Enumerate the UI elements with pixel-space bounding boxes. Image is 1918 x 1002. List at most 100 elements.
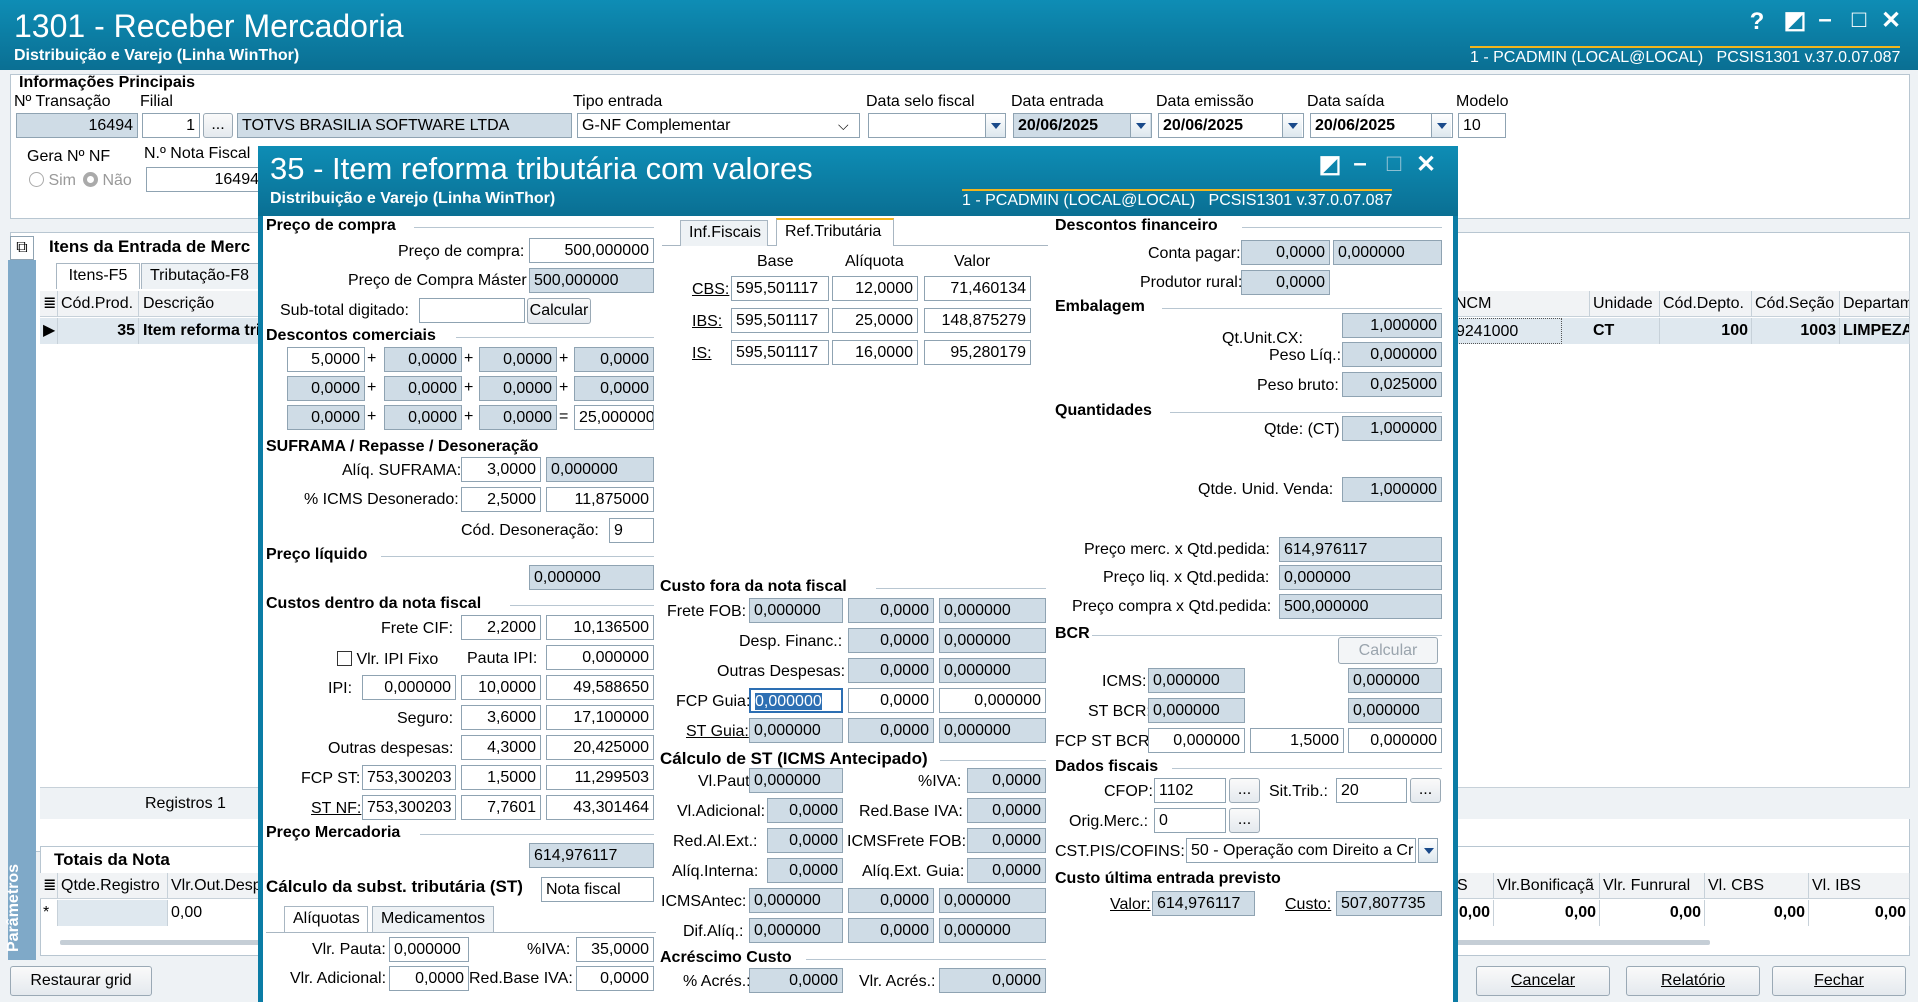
frete-cif-field[interactable]: 2,2000 <box>461 615 541 640</box>
col-secao[interactable]: Cód.Seção <box>1752 291 1840 317</box>
vlr-adicional-field[interactable]: 0,0000 <box>389 966 469 991</box>
fcp-st-value[interactable]: 11,299503 <box>546 765 654 790</box>
aliq-suframa-field[interactable]: 3,0000 <box>461 457 541 482</box>
ipi-field[interactable]: 0,000000 <box>362 675 456 700</box>
col-vlr-out-desp[interactable]: Vlr.Out.Desp <box>168 873 260 899</box>
calcular-bcr-button[interactable]: Calcular <box>1338 637 1438 664</box>
col-descricao[interactable]: Descrição <box>140 291 260 317</box>
col-depto[interactable]: Cód.Depto. <box>1660 291 1752 317</box>
help-icon[interactable]: ? <box>1749 8 1765 35</box>
tab-medicamentos[interactable]: Medicamentos <box>372 906 494 932</box>
desconto-field[interactable]: 0,0000 <box>479 347 557 372</box>
cbs-base-field[interactable]: 595,501117 <box>731 276 829 301</box>
ipi-percent-field[interactable]: 10,0000 <box>461 675 541 700</box>
desconto-field[interactable]: 0,0000 <box>384 405 462 430</box>
radio-sim[interactable]: Sim <box>29 172 76 190</box>
filial-field[interactable]: 1 <box>142 113 200 138</box>
seguro-field[interactable]: 3,6000 <box>461 705 541 730</box>
maximize-icon[interactable]: □ <box>1386 150 1402 177</box>
desconto-field[interactable]: 5,0000 <box>287 347 365 372</box>
fcp-st-field[interactable]: 753,300203 <box>362 765 456 790</box>
restore-small-icon[interactable]: ◩ <box>1783 7 1807 34</box>
table-row[interactable] <box>1450 318 1910 344</box>
fechar-button[interactable]: Fechar <box>1772 966 1906 996</box>
minimize-icon[interactable]: – <box>1818 6 1832 33</box>
radio-nao[interactable]: Não <box>83 172 132 190</box>
is-valor-field[interactable]: 95,280179 <box>924 340 1031 365</box>
close-icon[interactable]: ✕ <box>1880 7 1902 34</box>
vlr-pauta-field[interactable]: 0,000000 <box>389 937 469 962</box>
calc-st-select[interactable]: Nota fiscal <box>541 877 654 902</box>
col-s[interactable]: S <box>1454 873 1494 899</box>
is-aliquota-field[interactable]: 16,0000 <box>832 340 918 365</box>
relatorio-button[interactable]: Relatório <box>1626 966 1760 996</box>
fcp-guia-field[interactable]: 0,000000 <box>749 688 843 713</box>
restore-small-icon[interactable]: ◩ <box>1318 151 1342 178</box>
seguro-value[interactable]: 17,100000 <box>546 705 654 730</box>
subtotal-field[interactable] <box>419 298 525 323</box>
ibs-link[interactable]: IBS: <box>692 313 723 330</box>
table-row[interactable] <box>40 318 260 344</box>
maximize-icon[interactable]: □ <box>1851 6 1867 33</box>
icms-desonerado-field[interactable]: 2,5000 <box>461 487 541 512</box>
tab-tributacao[interactable]: Tributação-F8 <box>141 263 261 289</box>
desconto-field[interactable]: 25,000000 <box>574 405 654 430</box>
chevron-down-icon[interactable] <box>1130 114 1150 137</box>
ultima-valor-link[interactable]: Valor: <box>1110 896 1151 913</box>
col-funrural[interactable]: Vlr. Funrural <box>1600 873 1705 899</box>
desconto-field[interactable]: 0,0000 <box>479 405 557 430</box>
iva-field[interactable]: 35,0000 <box>576 937 654 962</box>
col-unidade[interactable]: Unidade <box>1590 291 1660 317</box>
calcular-subtotal-button[interactable]: Calcular <box>527 298 591 324</box>
cst-pis-cofins-select[interactable]: 50 - Operação com Direito a Cr <box>1186 838 1416 863</box>
ibs-valor-field[interactable]: 148,875279 <box>924 308 1031 333</box>
cbs-link[interactable]: CBS: <box>692 281 730 298</box>
tab-itens[interactable]: Itens-F5 <box>56 263 140 289</box>
expand-icon[interactable]: ⧉ <box>10 236 34 260</box>
desconto-field[interactable]: 0,0000 <box>384 347 462 372</box>
fcp-st-percent-field[interactable]: 1,5000 <box>461 765 541 790</box>
fcp-st-bcr-percent[interactable]: 1,5000 <box>1250 728 1344 753</box>
outras-despesas-value[interactable]: 20,425000 <box>546 735 654 760</box>
cbs-valor-field[interactable]: 71,460134 <box>924 276 1031 301</box>
ipi-value[interactable]: 49,588650 <box>546 675 654 700</box>
col-bonificacao[interactable]: Vlr.Bonificaçã <box>1494 873 1600 899</box>
fcp-st-bcr-field[interactable]: 0,000000 <box>1148 728 1245 753</box>
cfop-lookup-button[interactable]: ... <box>1229 778 1260 803</box>
grid-menu-icon[interactable]: ≣ <box>40 291 58 317</box>
chevron-down-icon[interactable] <box>1418 838 1438 863</box>
desconto-field[interactable]: 0,0000 <box>574 376 654 401</box>
minimize-icon[interactable]: – <box>1353 150 1367 177</box>
close-icon[interactable]: ✕ <box>1415 151 1437 178</box>
is-base-field[interactable]: 595,501117 <box>731 340 829 365</box>
red-base-iva-field[interactable]: 0,0000 <box>576 966 654 991</box>
nota-fiscal-field[interactable]: 16494 <box>146 167 264 192</box>
grid-menu-icon[interactable]: ≣ <box>40 873 58 899</box>
pauta-ipi-field[interactable]: 0,000000 <box>546 645 654 670</box>
tab-ref-tributaria[interactable]: Ref.Tributária <box>776 218 894 246</box>
filial-lookup-button[interactable]: ... <box>203 113 233 138</box>
col-ibs[interactable]: Vl. IBS <box>1809 873 1910 899</box>
fcp-guia-percent[interactable]: 0,0000 <box>848 688 934 713</box>
col-qtde-registro[interactable]: Qtde.Registro <box>58 873 168 899</box>
cancelar-button[interactable]: Cancelar <box>1476 966 1610 996</box>
desconto-field[interactable]: 0,0000 <box>479 376 557 401</box>
st-nf-field[interactable]: 753,300203 <box>362 795 456 820</box>
icms-desonerado-value[interactable]: 11,875000 <box>546 487 654 512</box>
st-guia-link[interactable]: ST Guia: <box>686 723 749 740</box>
desconto-field[interactable]: 0,0000 <box>287 376 365 401</box>
desconto-field[interactable]: 0,0000 <box>384 376 462 401</box>
frete-cif-value[interactable]: 10,136500 <box>546 615 654 640</box>
chevron-down-icon[interactable] <box>1282 114 1302 137</box>
st-nf-percent-field[interactable]: 7,7601 <box>461 795 541 820</box>
parametros-side-tab[interactable] <box>8 260 36 960</box>
st-nf-link[interactable]: ST NF: <box>311 800 362 817</box>
cbs-aliquota-field[interactable]: 12,0000 <box>832 276 918 301</box>
desconto-field[interactable]: 0,0000 <box>574 347 654 372</box>
ultima-custo-link[interactable]: Custo: <box>1285 896 1332 913</box>
sit-trib-field[interactable]: 20 <box>1336 778 1407 803</box>
modelo-field[interactable]: 10 <box>1458 113 1506 138</box>
restaurar-grid-button[interactable]: Restaurar grid <box>10 966 152 996</box>
col-departam[interactable]: Departam <box>1840 291 1910 317</box>
outras-despesas-field[interactable]: 4,3000 <box>461 735 541 760</box>
